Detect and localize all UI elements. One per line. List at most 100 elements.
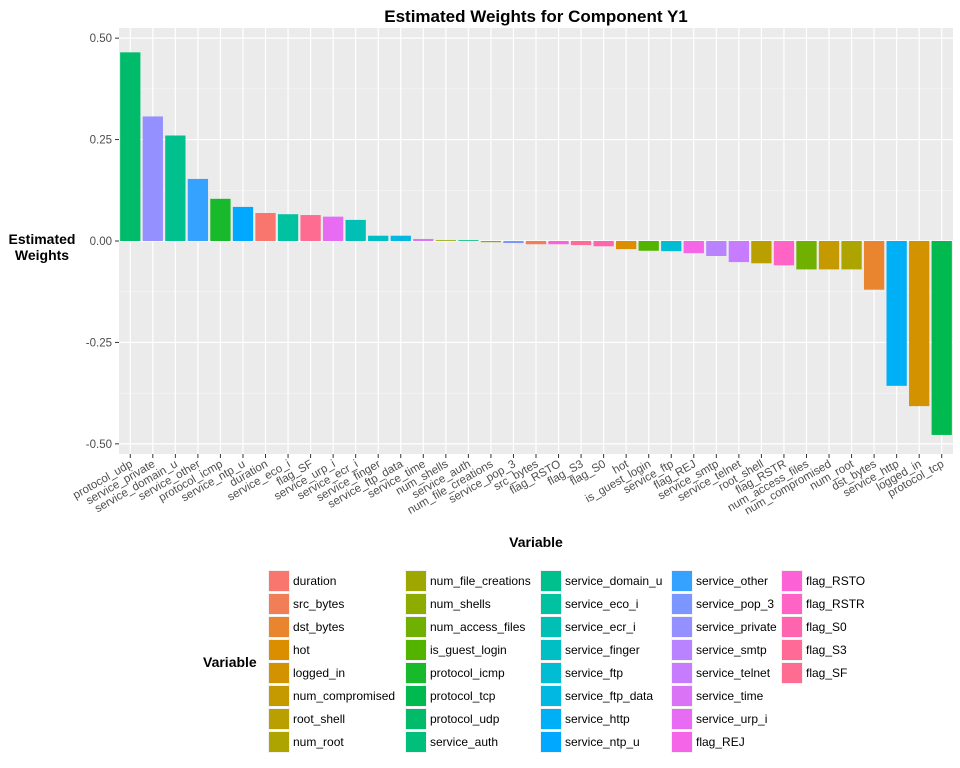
legend-swatch	[541, 617, 561, 637]
legend: durationsrc_bytesdst_byteshotlogged_innu…	[268, 570, 865, 753]
legend-label: num_file_creations	[430, 574, 531, 588]
legend-swatch	[406, 571, 426, 591]
legend-swatch	[269, 686, 289, 706]
legend-swatch	[406, 594, 426, 614]
legend-label: protocol_icmp	[430, 666, 505, 680]
legend-label: service_domain_u	[565, 574, 662, 588]
bar-service_other	[187, 178, 209, 241]
bar-service_ecr_i	[345, 219, 366, 241]
legend-label: num_shells	[430, 597, 491, 611]
legend-swatch	[269, 594, 289, 614]
legend-swatch	[406, 709, 426, 729]
legend-label: service_telnet	[696, 666, 771, 680]
bar-dst_bytes	[863, 241, 885, 290]
legend-label: is_guest_login	[430, 643, 507, 657]
bar-flag_SF	[300, 215, 321, 241]
legend-swatch	[541, 732, 561, 752]
y-axis-title-line-2: Weights	[15, 247, 69, 263]
bar-service_ftp	[661, 241, 682, 252]
x-axis-title: Variable	[509, 534, 563, 550]
legend-label: logged_in	[293, 666, 345, 680]
bar-protocol_tcp	[931, 241, 952, 435]
bar-service_urp_i	[322, 216, 344, 241]
legend-label: protocol_udp	[430, 712, 500, 726]
legend-label: dst_bytes	[293, 620, 344, 634]
legend-swatch	[672, 663, 692, 683]
bar-hot	[616, 241, 637, 250]
bar-is_guest_login	[638, 241, 659, 251]
legend-title: Variable	[203, 654, 257, 670]
y-axis-ticks: -0.50 -0.25 0.00 0.25 0.50	[86, 33, 119, 451]
legend-label: service_other	[696, 574, 768, 588]
legend-swatch	[541, 571, 561, 591]
legend-swatch	[672, 617, 692, 637]
legend-label: service_ntp_u	[565, 735, 640, 749]
legend-label: service_ftp_data	[565, 689, 653, 703]
legend-label: flag_S3	[806, 643, 847, 657]
bar-duration	[255, 213, 276, 241]
legend-label: service_urp_i	[696, 712, 767, 726]
legend-label: flag_S0	[806, 620, 847, 634]
bar-num_compromised	[818, 241, 840, 270]
legend-label: duration	[293, 574, 336, 588]
legend-swatch	[541, 709, 561, 729]
legend-swatch	[782, 617, 802, 637]
bar-src_bytes	[525, 241, 547, 245]
legend-swatch	[672, 594, 692, 614]
legend-swatch	[782, 640, 802, 660]
bar-service_ntp_u	[232, 206, 254, 241]
bar-num_shells	[435, 240, 456, 241]
bar-logged_in	[909, 241, 930, 407]
bar-num_access_files	[796, 241, 817, 270]
legend-label: protocol_tcp	[430, 689, 496, 703]
legend-label: src_bytes	[293, 597, 344, 611]
legend-label: service_auth	[430, 735, 498, 749]
legend-label: root_shell	[293, 712, 345, 726]
bar-service_auth	[458, 240, 479, 241]
bar-service_http	[886, 241, 907, 386]
legend-swatch	[541, 594, 561, 614]
legend-label: service_time	[696, 689, 764, 703]
x-axis-ticks: protocol_udpservice_privateservice_domai…	[71, 454, 946, 517]
y-tick-label: -0.25	[86, 337, 112, 349]
bar-root_shell	[751, 241, 772, 264]
legend-swatch	[782, 594, 802, 614]
y-axis-title-line-1: Estimated	[9, 231, 76, 247]
legend-swatch	[782, 663, 802, 683]
bars	[120, 52, 952, 435]
bar-service_ftp_data	[390, 235, 411, 241]
legend-label: service_private	[696, 620, 777, 634]
legend-swatch	[672, 686, 692, 706]
legend-swatch	[406, 686, 426, 706]
legend-label: num_compromised	[293, 689, 395, 703]
legend-label: service_http	[565, 712, 630, 726]
bar-flag_REJ	[683, 241, 704, 254]
legend-label: service_finger	[565, 643, 640, 657]
legend-swatch	[269, 640, 289, 660]
legend-label: flag_REJ	[696, 735, 745, 749]
bar-service_domain_u	[165, 135, 186, 241]
y-tick-label: 0.00	[90, 236, 112, 248]
bar-flag_S0	[593, 241, 614, 247]
bar-protocol_udp	[120, 52, 141, 241]
bar-service_pop_3	[503, 241, 524, 244]
legend-swatch	[541, 663, 561, 683]
legend-swatch	[269, 571, 289, 591]
legend-swatch	[782, 571, 802, 591]
legend-label: flag_SF	[806, 666, 847, 680]
bar-flag_S3	[570, 241, 592, 246]
bar-service_telnet	[728, 241, 750, 263]
legend-swatch	[269, 732, 289, 752]
legend-swatch	[672, 709, 692, 729]
legend-swatch	[672, 732, 692, 752]
bar-flag_RSTO	[548, 241, 569, 245]
y-tick-label: 0.50	[90, 33, 112, 45]
bar-protocol_icmp	[210, 198, 231, 241]
chart-title: Estimated Weights for Component Y1	[384, 7, 688, 26]
legend-swatch	[269, 709, 289, 729]
bar-service_smtp	[706, 241, 727, 257]
bar-service_private	[142, 116, 163, 241]
legend-label: service_pop_3	[696, 597, 774, 611]
bar-service_finger	[368, 235, 389, 241]
